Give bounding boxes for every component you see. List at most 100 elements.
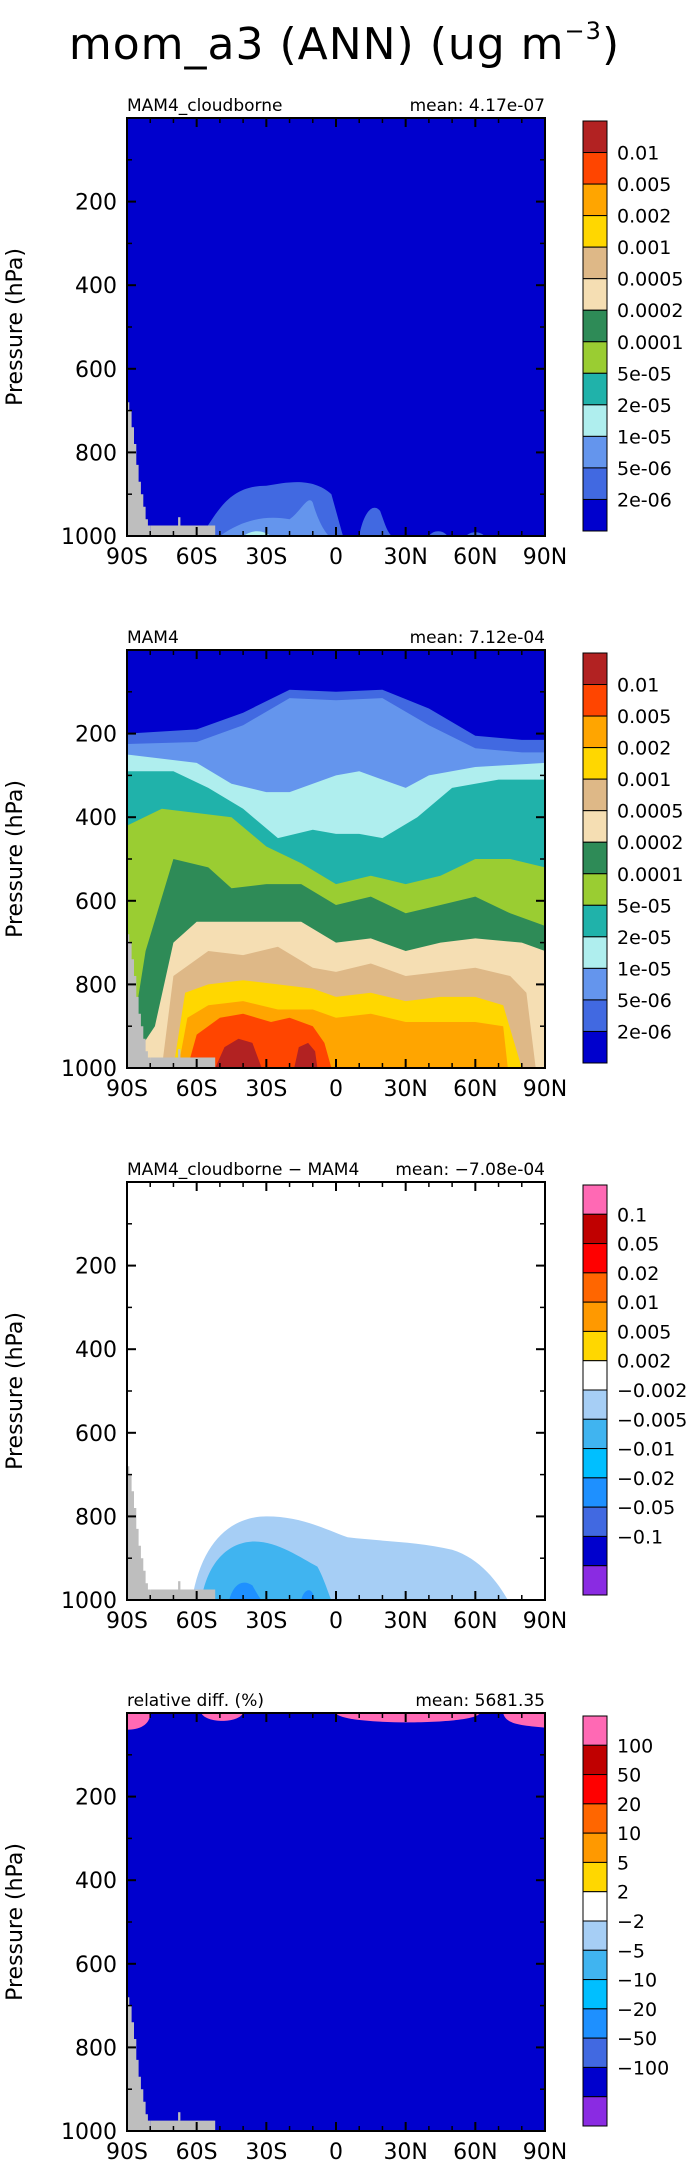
colorbar-label: −0.02 [617, 1468, 675, 1490]
colorbar-label: 5e-06 [617, 990, 672, 1012]
plot-field [127, 1182, 545, 1600]
colorbar-label: 0.0005 [617, 801, 683, 823]
chart-panel-4: relative diff. (%) mean: 5681.35 90S 60S 30S… [3, 1691, 669, 2165]
x-tick-label: 60N [453, 1077, 497, 1102]
y-axis-label: Pressure (hPa) [3, 780, 28, 938]
colorbar-swatch [582, 778, 608, 812]
colorbar-swatch [582, 1715, 608, 1746]
colorbar-swatch [582, 1920, 608, 1951]
x-tick-label: 30N [383, 1077, 427, 1102]
panel-left-label: MAM4_cloudborne [127, 96, 282, 116]
field-contour [359, 507, 392, 536]
x-tick-label: 0 [329, 2140, 343, 2165]
colorbar-label: −2 [617, 1911, 645, 1933]
colorbar-label: 0.0001 [617, 332, 683, 354]
colorbar-label: 100 [617, 1735, 653, 1757]
panel-left-label: relative diff. (%) [127, 1691, 264, 1711]
colorbar-swatch [582, 341, 608, 374]
x-tick-label: 60S [176, 1077, 218, 1102]
colorbar-label: 0.01 [617, 675, 659, 697]
colorbar-label: −0.05 [617, 1497, 675, 1519]
x-tick-label: 60S [176, 2140, 218, 2165]
colorbar-swatch [582, 1979, 608, 2010]
x-tick-label: 0 [329, 1077, 343, 1102]
colorbar-label: 2e-05 [617, 395, 672, 417]
field-background [127, 118, 545, 536]
colorbar-label: −50 [617, 2028, 657, 2050]
terrain-mask [178, 1581, 181, 1590]
panel-left-label: MAM4_cloudborne − MAM4 [127, 1160, 359, 1180]
colorbar-swatch [582, 715, 608, 749]
colorbar-swatch [582, 652, 608, 686]
colorbar-swatch [582, 904, 608, 938]
colorbar-label: 5e-06 [617, 458, 672, 480]
y-tick-label: 800 [75, 441, 117, 466]
y-tick-label: 400 [75, 1869, 117, 1894]
colorbar-label: 2e-06 [617, 489, 672, 511]
y-tick-label: 600 [75, 358, 117, 383]
x-tick-label: 30N [383, 2140, 427, 2165]
y-tick-label: 800 [75, 1505, 117, 1530]
panel-left-label: MAM4 [127, 628, 179, 648]
x-tick-label: 90S [106, 1077, 148, 1102]
colorbar-swatch [582, 1272, 608, 1303]
colorbar-swatch [582, 498, 608, 532]
y-tick-label: 400 [75, 274, 117, 299]
colorbar-swatch [582, 2096, 608, 2127]
colorbar-swatch [582, 1506, 608, 1537]
y-tick-label: 600 [75, 1422, 117, 1447]
plot-field [127, 650, 545, 1068]
panel-mean-label: mean: 4.17e-07 [410, 96, 545, 116]
y-tick-label: 200 [75, 1786, 117, 1811]
field-contour [301, 1590, 316, 1600]
x-tick-label: 30N [383, 545, 427, 570]
plot-field [127, 118, 545, 536]
x-tick-label: 60S [176, 545, 218, 570]
colorbar-swatch [582, 1330, 608, 1362]
colorbar-swatch [582, 1184, 608, 1215]
terrain-mask [178, 1049, 181, 1058]
y-tick-label: 1000 [61, 525, 117, 550]
colorbar-label: 0.002 [617, 206, 671, 228]
y-axis-label: Pressure (hPa) [3, 1312, 28, 1470]
x-tick-label: 30S [245, 2140, 287, 2165]
field-contour [201, 1541, 332, 1600]
colorbar-label: 0.001 [617, 237, 671, 259]
field-contour [219, 500, 329, 536]
panel-mean-label: mean: 7.12e-04 [410, 628, 545, 648]
colorbar-swatch [582, 404, 608, 437]
colorbar-label: 0.0001 [617, 864, 683, 886]
field-contour [503, 1713, 545, 1728]
colorbar-label: 2e-05 [617, 927, 672, 949]
field-contour [201, 1713, 244, 1721]
colorbar-swatch [582, 1774, 608, 1805]
colorbar-label: 0.1 [617, 1204, 647, 1226]
colorbar-label: 0.01 [617, 143, 659, 165]
colorbar-swatch [582, 1360, 608, 1391]
y-tick-label: 200 [75, 1255, 117, 1280]
x-tick-label: 90S [106, 1609, 148, 1634]
y-tick-label: 200 [75, 723, 117, 748]
colorbar-swatch [582, 684, 608, 717]
terrain-mask [178, 2112, 181, 2121]
colorbar-label: 0.005 [617, 174, 671, 196]
colorbar-label: 50 [617, 1765, 641, 1787]
x-tick-label: 60N [453, 1609, 497, 1634]
colorbar-swatch [582, 1803, 608, 1834]
colorbar-label: 0.05 [617, 1234, 659, 1256]
terrain-mask [127, 934, 151, 1068]
colorbar-swatch [582, 435, 608, 469]
colorbar-label: 5 [617, 1852, 629, 1874]
colorbar-swatch [582, 1389, 608, 1420]
x-tick-label: 90N [523, 545, 567, 570]
colorbar-swatch [582, 1565, 608, 1596]
figure-title: mom_a3 (ANN) (ug m−3) [0, 0, 689, 70]
colorbar-label: −0.002 [617, 1380, 687, 1402]
colorbar-label: 5e-05 [617, 895, 672, 917]
y-tick-label: 200 [75, 191, 117, 216]
x-tick-label: 60N [453, 545, 497, 570]
colorbar-label: 0.0002 [617, 300, 683, 322]
x-tick-label: 90S [106, 2140, 148, 2165]
colorbar-label: 2e-06 [617, 1021, 672, 1043]
